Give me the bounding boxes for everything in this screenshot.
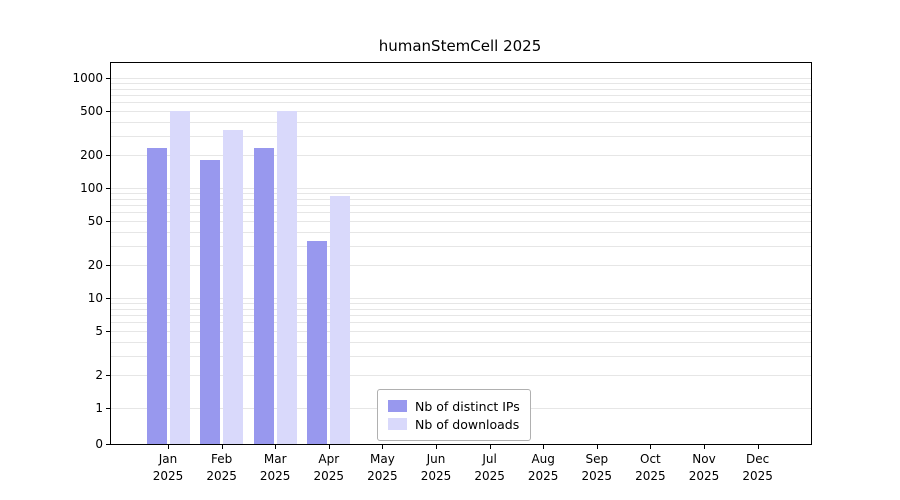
y-tick — [106, 221, 110, 223]
y-tick — [106, 111, 110, 113]
x-tick-label: Mar 2025 — [259, 452, 291, 483]
x-tick-label: Jun 2025 — [420, 452, 452, 483]
y-tick-label: 500 — [80, 104, 103, 119]
chart-title: humanStemCell 2025 — [378, 37, 542, 55]
y-tick — [106, 374, 110, 376]
bar-distinct-ips — [146, 148, 167, 444]
gridline — [111, 95, 811, 96]
x-tick-label: Jul 2025 — [474, 452, 505, 483]
gridline — [111, 331, 811, 333]
y-tick — [106, 298, 110, 299]
gridline — [111, 212, 811, 214]
gridline — [111, 308, 811, 310]
gridline — [111, 231, 811, 233]
x-tick-label: Sep 2025 — [581, 452, 613, 483]
gridline — [111, 355, 811, 357]
gridline — [111, 315, 811, 316]
gridline — [111, 298, 811, 299]
x-tick — [704, 445, 705, 449]
y-tick-label: 0 — [95, 437, 103, 451]
gridline — [111, 111, 811, 113]
y-tick-label: 1 — [95, 401, 103, 415]
x-tick — [221, 445, 223, 449]
x-tick — [489, 445, 491, 449]
plot-area: Nb of distinct IPs Nb of downloads 0 1 2 5 1… — [72, 62, 812, 483]
gridline — [111, 188, 811, 189]
x-tick — [168, 445, 169, 449]
legend-swatch-downloads — [388, 418, 407, 430]
gridline — [111, 88, 811, 90]
gridline — [111, 322, 811, 324]
gridline — [111, 198, 811, 200]
x-tick-label: Apr 2025 — [313, 452, 345, 483]
bar-downloads — [276, 111, 297, 444]
y-tick — [106, 331, 110, 333]
gridline — [111, 205, 811, 206]
x-tick-label: Oct 2025 — [635, 452, 666, 483]
y-tick-label: 200 — [80, 147, 103, 162]
y-tick — [106, 408, 110, 409]
y-tick — [106, 188, 110, 189]
gridline — [111, 303, 811, 304]
x-tick-label: Feb 2025 — [206, 452, 237, 483]
y-tick-label: 1000 — [72, 71, 103, 85]
x-tick — [543, 445, 545, 449]
legend-label: Nb of downloads — [415, 416, 520, 432]
bar-distinct-ips — [200, 159, 221, 444]
y-tick — [106, 78, 110, 79]
gridline — [111, 102, 811, 104]
y-tick — [106, 154, 110, 156]
gridline — [111, 135, 811, 137]
x-tick-label: Jan 2025 — [152, 452, 184, 483]
bar-downloads — [330, 195, 351, 444]
x-tick-label: Dec 2025 — [742, 452, 773, 483]
gridline — [111, 264, 811, 266]
legend-item: Nb of distinct IPs — [388, 397, 520, 415]
gridline — [111, 154, 811, 156]
x-tick — [275, 445, 277, 449]
gridline — [111, 245, 811, 247]
bar-downloads — [169, 111, 190, 444]
legend-swatch-distinct-ips — [388, 400, 407, 412]
y-tick-label: 100 — [80, 181, 103, 195]
gridline — [111, 78, 811, 79]
x-tick — [382, 445, 384, 449]
y-tick-label: 50 — [87, 214, 103, 229]
x-tick — [328, 445, 330, 449]
x-tick — [596, 445, 598, 449]
y-tick-label: 2 — [95, 367, 103, 382]
gridline — [111, 374, 811, 376]
gridline — [111, 193, 811, 194]
bar-distinct-ips — [307, 241, 328, 444]
legend: Nb of distinct IPs Nb of downloads — [377, 389, 531, 441]
y-tick — [106, 444, 110, 445]
legend-label: Nb of distinct IPs — [415, 398, 520, 414]
bar-distinct-ips — [253, 148, 274, 444]
bar-downloads — [223, 129, 244, 444]
y-tick-label: 5 — [95, 324, 103, 339]
x-tick-label: Aug 2025 — [527, 452, 559, 483]
x-tick — [436, 445, 437, 449]
x-tick-label: Nov 2025 — [688, 452, 720, 483]
y-tick-label: 20 — [87, 257, 103, 272]
gridline — [111, 221, 811, 223]
y-tick — [106, 264, 110, 266]
legend-item: Nb of downloads — [388, 415, 520, 433]
x-tick-label: May 2025 — [367, 452, 398, 483]
gridline — [111, 83, 811, 84]
x-tick — [650, 445, 652, 449]
gridline — [111, 341, 811, 343]
gridline — [111, 121, 811, 123]
y-tick-label: 10 — [87, 291, 103, 305]
x-tick — [757, 445, 759, 449]
